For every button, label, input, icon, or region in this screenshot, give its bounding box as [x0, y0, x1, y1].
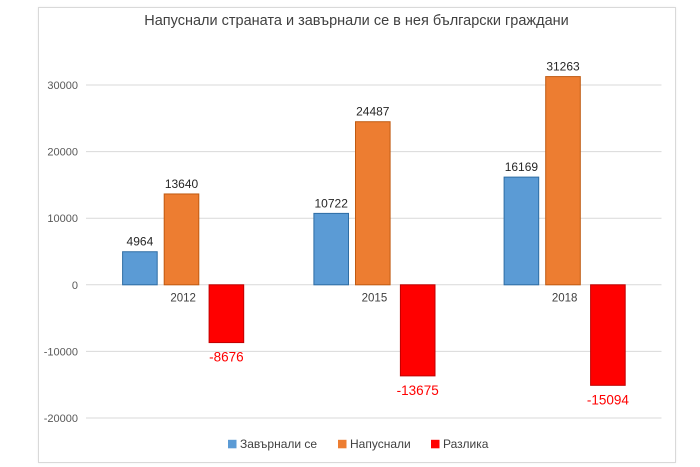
svg-text:2012: 2012 — [170, 293, 196, 305]
svg-text:-10000: -10000 — [44, 346, 78, 358]
svg-text:4964: 4964 — [127, 235, 154, 249]
svg-text:Разлика: Разлика — [443, 437, 489, 451]
svg-text:-8676: -8676 — [209, 350, 244, 365]
svg-text:Напуснали: Напуснали — [350, 437, 411, 451]
svg-text:24487: 24487 — [356, 105, 390, 119]
svg-text:2018: 2018 — [552, 293, 578, 305]
svg-text:Завърнали се: Завърнали се — [240, 437, 317, 451]
svg-text:10000: 10000 — [47, 213, 78, 225]
svg-text:20000: 20000 — [47, 147, 78, 159]
svg-text:-13675: -13675 — [397, 383, 439, 398]
svg-text:16169: 16169 — [505, 160, 539, 174]
svg-text:10722: 10722 — [315, 196, 349, 210]
svg-text:-15094: -15094 — [587, 392, 630, 407]
svg-text:0: 0 — [72, 280, 78, 292]
svg-text:13640: 13640 — [165, 177, 199, 191]
svg-text:-20000: -20000 — [44, 413, 78, 425]
svg-text:31263: 31263 — [546, 60, 580, 74]
svg-text:2015: 2015 — [362, 293, 388, 305]
svg-text:30000: 30000 — [47, 80, 78, 92]
